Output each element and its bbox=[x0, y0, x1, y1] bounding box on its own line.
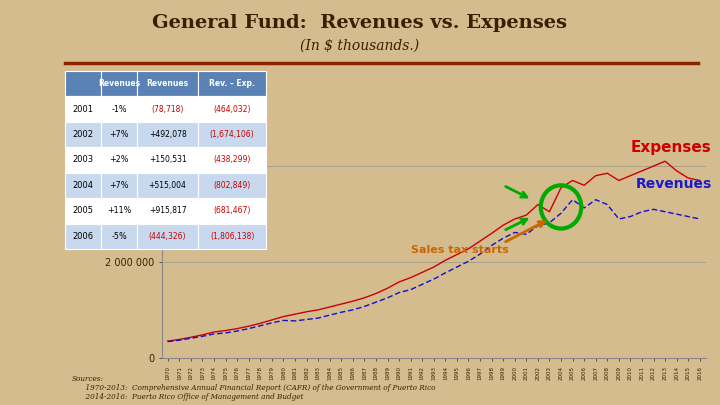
Text: (1,806,138): (1,806,138) bbox=[210, 232, 254, 241]
Bar bbox=[198, 198, 266, 224]
Text: +7%: +7% bbox=[109, 181, 129, 190]
Bar bbox=[101, 122, 138, 147]
Bar bbox=[101, 198, 138, 224]
Text: (464,032): (464,032) bbox=[213, 104, 251, 113]
Text: +7%: +7% bbox=[109, 130, 129, 139]
Bar bbox=[65, 198, 101, 224]
Bar bbox=[65, 224, 101, 249]
Text: General Fund:  Revenues vs. Expenses: General Fund: Revenues vs. Expenses bbox=[153, 14, 567, 32]
Bar bbox=[138, 71, 198, 96]
Text: 2002: 2002 bbox=[73, 130, 94, 139]
Bar bbox=[138, 198, 198, 224]
Bar bbox=[198, 122, 266, 147]
Bar bbox=[101, 147, 138, 173]
Text: -1%: -1% bbox=[112, 104, 127, 113]
Text: Revenues: Revenues bbox=[636, 177, 713, 191]
Bar bbox=[198, 71, 266, 96]
Bar bbox=[101, 71, 138, 96]
Text: +515,004: +515,004 bbox=[148, 181, 186, 190]
Text: Expenses: Expenses bbox=[631, 140, 711, 155]
Bar bbox=[101, 224, 138, 249]
Text: +11%: +11% bbox=[107, 207, 132, 215]
Text: Rev. – Exp.: Rev. – Exp. bbox=[210, 79, 255, 88]
Text: (802,849): (802,849) bbox=[214, 181, 251, 190]
Text: +915,817: +915,817 bbox=[149, 207, 186, 215]
Bar bbox=[65, 147, 101, 173]
Bar bbox=[138, 122, 198, 147]
Text: 2004: 2004 bbox=[73, 181, 94, 190]
Bar bbox=[198, 173, 266, 198]
Text: 2001: 2001 bbox=[73, 104, 94, 113]
Bar bbox=[198, 96, 266, 122]
Text: -5%: -5% bbox=[112, 232, 127, 241]
Text: 2006: 2006 bbox=[73, 232, 94, 241]
Text: Revenues: Revenues bbox=[98, 79, 140, 88]
Bar bbox=[65, 173, 101, 198]
Text: Revenues: Revenues bbox=[147, 79, 189, 88]
Bar bbox=[138, 147, 198, 173]
Bar bbox=[138, 224, 198, 249]
Bar bbox=[65, 122, 101, 147]
Text: (681,467): (681,467) bbox=[213, 207, 251, 215]
Text: 2003: 2003 bbox=[73, 156, 94, 164]
Text: (In $ thousands.): (In $ thousands.) bbox=[300, 38, 420, 53]
Text: (444,326): (444,326) bbox=[149, 232, 186, 241]
Text: +492,078: +492,078 bbox=[149, 130, 186, 139]
Text: (78,718): (78,718) bbox=[151, 104, 184, 113]
Bar bbox=[138, 96, 198, 122]
Bar bbox=[65, 71, 101, 96]
Bar bbox=[198, 224, 266, 249]
Bar bbox=[65, 96, 101, 122]
Text: +150,531: +150,531 bbox=[149, 156, 186, 164]
Text: (1,674,106): (1,674,106) bbox=[210, 130, 254, 139]
Bar bbox=[138, 173, 198, 198]
Text: Sales tax starts: Sales tax starts bbox=[410, 245, 508, 255]
Bar bbox=[101, 96, 138, 122]
Text: +2%: +2% bbox=[109, 156, 129, 164]
Text: (438,299): (438,299) bbox=[213, 156, 251, 164]
Text: Sources:
      1970-2013:  Comprehensive Annual Financial Report (CAFR) of the G: Sources: 1970-2013: Comprehensive Annual… bbox=[72, 375, 436, 401]
Bar bbox=[198, 147, 266, 173]
Text: 2005: 2005 bbox=[73, 207, 94, 215]
Bar bbox=[101, 173, 138, 198]
